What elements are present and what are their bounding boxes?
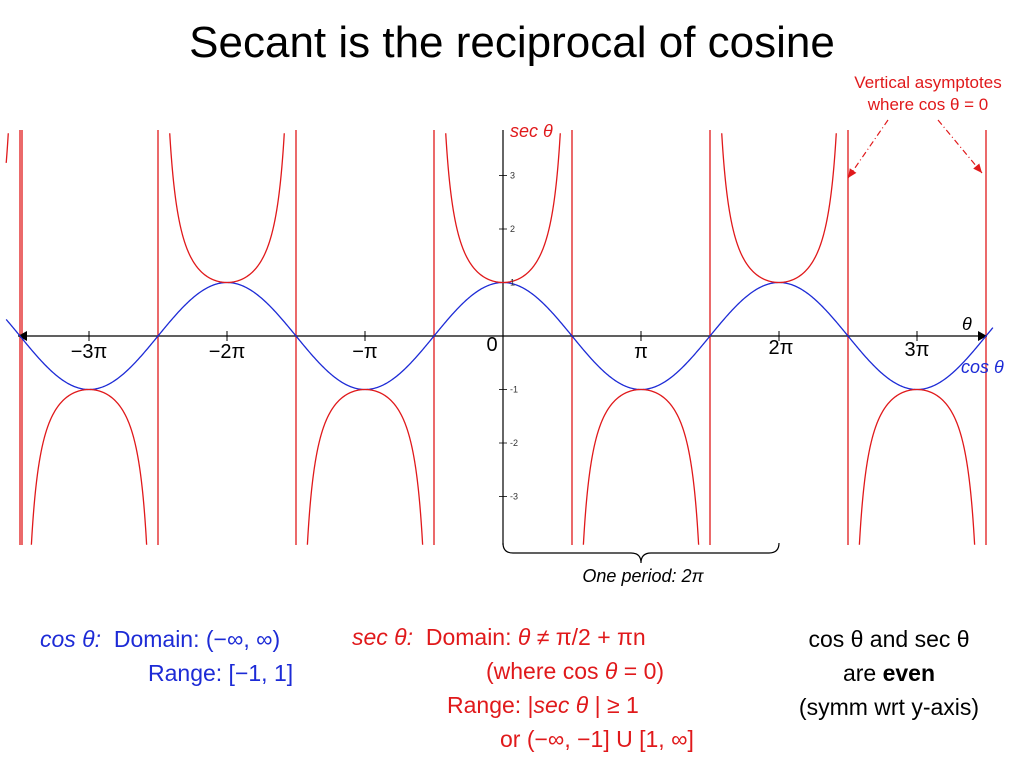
sec-curve-branch: [5, 133, 9, 163]
even-and: and: [863, 626, 915, 652]
slide-title: Secant is the reciprocal of cosine: [189, 18, 835, 67]
cos-info: cos θ: Domain: (−∞, ∞) Range: [−1, 1]: [40, 622, 293, 690]
asymptote-annotation-line1: Vertical asymptotes: [854, 73, 1002, 92]
sec-domain-pre: Domain:: [425, 624, 518, 650]
cos-domain: Domain: (−∞, ∞): [113, 626, 281, 652]
sec-curve-branch: [306, 388, 424, 545]
annotation-arrow-head: [973, 163, 982, 173]
sec-where-theta: θ: [604, 658, 618, 684]
y-tick-label: -2: [510, 438, 518, 448]
x-tick-label: 3π: [905, 339, 930, 361]
even-symm: (symm wrt y-axis): [798, 694, 980, 720]
even-sec: sec θ: [914, 626, 970, 652]
sec-range-sec: sec θ: [533, 692, 589, 718]
sec-curve-branch: [445, 133, 561, 284]
sec-info-label: sec θ:: [352, 624, 414, 650]
y-tick-label: 3: [510, 171, 515, 181]
even-are: are: [842, 660, 883, 686]
label-layer: −3π −2π −π 0 π 2π 3π 3 2 1 -1 -2 -3 sec θ cos θ θ One pe…: [71, 121, 1004, 586]
sec-curve-branch: [30, 388, 148, 545]
sec-range-union: or (−∞, −1] U [1, ∞]: [500, 726, 694, 752]
annotation-arrows: [847, 119, 983, 179]
asymptote-layer: [19, 130, 987, 545]
even-word: even: [882, 660, 936, 686]
curve-layer: [5, 133, 994, 545]
sec-curve-branch: [582, 388, 700, 545]
sec-range-pre: Range: |: [447, 692, 534, 718]
x-tick-label: 2π: [769, 337, 794, 359]
x-tick-label: −3π: [71, 341, 108, 363]
x-tick-label: π: [634, 341, 648, 363]
y-tick-label: -3: [510, 492, 518, 502]
sec-curve-branch: [858, 388, 976, 545]
x-axis-label: θ: [962, 314, 972, 334]
y-tick-label: -1: [510, 385, 518, 395]
even-cos: cos θ: [808, 626, 864, 652]
period-brace: [502, 542, 780, 564]
sec-series-label: sec θ: [510, 121, 553, 141]
sec-range-post: | ≥ 1: [588, 692, 639, 718]
sec-where-post: = 0): [617, 658, 665, 684]
x-tick-label: −π: [352, 341, 377, 363]
sec-domain-theta: θ: [517, 624, 531, 650]
sec-curve-branch: [169, 133, 285, 284]
cos-info-label: cos θ:: [40, 626, 102, 652]
annotation-arrow-line: [847, 119, 889, 179]
annotation-arrow-line: [937, 119, 983, 174]
x-axis-arrow-left: [18, 331, 27, 341]
asymptote-annotation-line2: where cos θ = 0: [867, 95, 989, 114]
y-tick-label: 1: [510, 278, 515, 288]
asymptote-annotation: Vertical asymptotes where cos θ = 0: [840, 72, 1016, 116]
sec-domain-post: ≠ π/2 + πn: [530, 624, 646, 650]
even-info: cos θ and sec θ are even (symm wrt y-axi…: [772, 622, 1006, 724]
cos-range: Range: [−1, 1]: [148, 660, 294, 686]
annotation-arrow-head: [848, 168, 857, 178]
axis-layer: [18, 130, 987, 545]
cos-series-label: cos θ: [961, 357, 1004, 377]
x-tick-label: −2π: [209, 341, 246, 363]
y-tick-label: 2: [510, 224, 515, 234]
sec-where-pre: (where cos: [486, 658, 605, 684]
sec-info: sec θ: Domain: θ ≠ π/2 + πn (where cos θ…: [352, 620, 694, 756]
x-tick-label: 0: [486, 334, 497, 356]
period-label: One period: 2π: [582, 566, 704, 586]
sec-curve-branch: [721, 133, 837, 284]
x-axis-arrow: [978, 331, 987, 341]
